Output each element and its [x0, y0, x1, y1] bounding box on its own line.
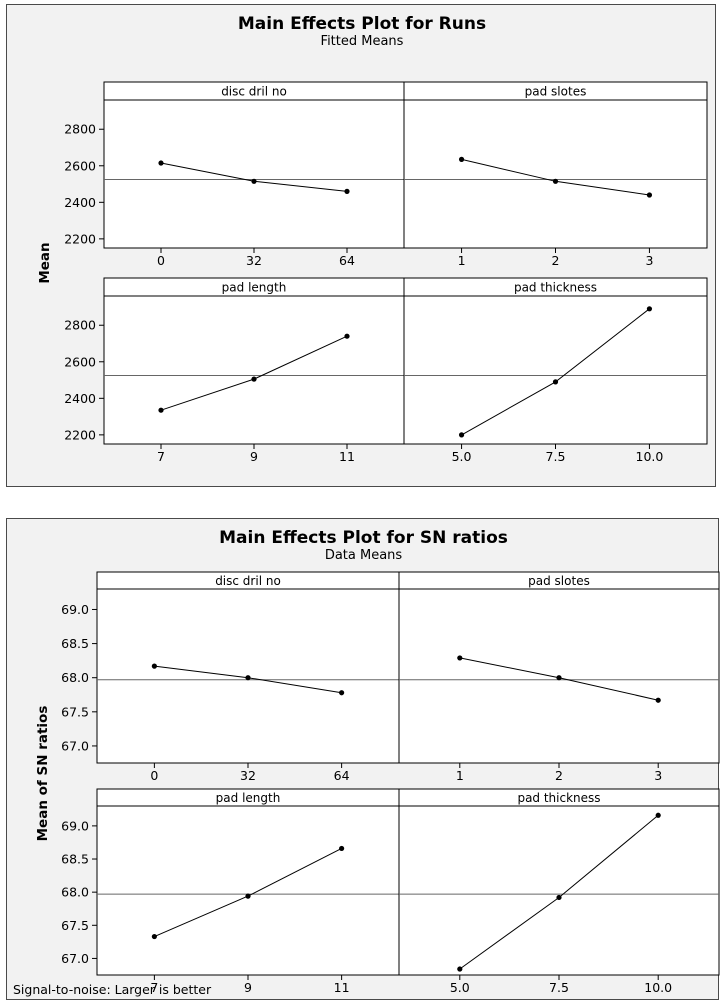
x-tick-label: 7 — [150, 980, 158, 995]
x-tick-label: 3 — [645, 253, 653, 268]
y-axis-label: Mean of SN ratios — [35, 706, 51, 842]
x-tick-label: 10.0 — [644, 980, 672, 995]
y-tick-label: 2400 — [64, 195, 96, 210]
x-tick-label: 32 — [246, 253, 262, 268]
chart-title: Main Effects Plot for Runs — [238, 14, 486, 34]
panel-factor-label: disc dril no — [215, 574, 281, 588]
effect-point — [458, 156, 465, 162]
y-tick-label: 69.0 — [61, 602, 89, 617]
panel-plot-area — [103, 295, 405, 445]
y-tick-label: 2800 — [64, 318, 96, 333]
effect-point — [646, 192, 653, 198]
y-tick-label: 2600 — [64, 158, 96, 173]
x-tick-label: 5.0 — [452, 449, 472, 464]
y-axis-label: Mean — [37, 242, 53, 283]
effect-point — [655, 812, 661, 818]
x-tick-label: 5.0 — [450, 980, 470, 995]
effect-point — [556, 894, 562, 901]
effect-point — [339, 690, 345, 696]
panel-plot-area — [403, 295, 708, 445]
chart-footnote: Signal-to-noise: Larger is better — [13, 982, 212, 997]
x-tick-label: 0 — [150, 768, 158, 783]
y-tick-label: 68.5 — [61, 636, 89, 651]
effect-point — [457, 966, 463, 972]
effect-point — [251, 376, 257, 382]
x-tick-label: 1 — [458, 253, 466, 268]
effect-point — [344, 188, 350, 194]
y-tick-label: 68.5 — [61, 852, 89, 867]
y-tick-label: 2600 — [64, 354, 96, 369]
x-tick-label: 9 — [244, 980, 252, 995]
effect-point — [556, 675, 562, 681]
panel-factor-label: pad slotes — [525, 85, 587, 99]
effect-point — [158, 407, 164, 413]
effect-point — [339, 845, 345, 852]
x-tick-label: 10.0 — [636, 449, 664, 464]
y-tick-label: 69.0 — [61, 818, 89, 833]
panel-factor-label: disc dril no — [221, 85, 287, 99]
effect-point — [245, 675, 251, 681]
effect-point — [552, 379, 559, 385]
x-tick-label: 0 — [157, 253, 165, 268]
effect-point — [458, 432, 465, 438]
x-tick-label: 7.5 — [546, 449, 566, 464]
y-tick-label: 68.0 — [61, 885, 89, 900]
effect-point — [344, 333, 350, 339]
main-effects-chart-sn-ratios: Main Effects Plot for SN ratios Data Mean… — [6, 518, 720, 1000]
panel-factor-label: pad length — [222, 281, 287, 295]
x-tick-label: 11 — [339, 449, 355, 464]
panel-plot-area — [398, 805, 720, 976]
y-tick-label: 2400 — [64, 391, 96, 406]
panel-factor-label: pad thickness — [514, 281, 597, 295]
panel-factor-label: pad slotes — [528, 574, 590, 588]
x-tick-label: 64 — [334, 768, 350, 783]
effect-point — [245, 893, 251, 899]
y-tick-label: 67.0 — [61, 738, 89, 753]
y-tick-label: 67.5 — [61, 918, 89, 933]
y-tick-label: 2200 — [64, 427, 96, 442]
x-tick-label: 2 — [552, 253, 560, 268]
x-tick-label: 2 — [555, 768, 563, 783]
x-tick-label: 7 — [157, 449, 165, 464]
y-tick-label: 2200 — [64, 231, 96, 246]
x-tick-label: 3 — [654, 768, 662, 783]
chart-subtitle: Data Means — [325, 548, 403, 563]
chart-subtitle: Fitted Means — [321, 34, 404, 49]
x-tick-label: 7.5 — [549, 980, 569, 995]
effect-point — [655, 697, 661, 703]
effect-point — [646, 306, 653, 312]
panel-plot-area — [403, 99, 708, 249]
chart-title: Main Effects Plot for SN ratios — [219, 528, 508, 548]
x-tick-label: 9 — [250, 449, 258, 464]
effect-point — [158, 160, 164, 166]
effect-point — [251, 178, 257, 184]
main-effects-chart-runs: Main Effects Plot for Runs Fitted Means Me… — [6, 4, 716, 487]
panel-factor-label: pad length — [216, 791, 281, 805]
y-tick-label: 68.0 — [61, 670, 89, 685]
panel-factor-label: pad thickness — [517, 791, 600, 805]
effect-point — [457, 655, 463, 661]
panel-plot-area — [103, 99, 405, 249]
x-tick-label: 32 — [240, 768, 256, 783]
effect-point — [151, 933, 157, 940]
effect-point — [151, 663, 157, 669]
panel-plot-area — [96, 805, 400, 976]
y-tick-label: 2800 — [64, 122, 96, 137]
y-tick-label: 67.0 — [61, 951, 89, 966]
x-tick-label: 64 — [339, 253, 355, 268]
x-tick-label: 11 — [334, 980, 350, 995]
effect-point — [552, 178, 559, 184]
y-tick-label: 67.5 — [61, 704, 89, 719]
x-tick-label: 1 — [456, 768, 464, 783]
